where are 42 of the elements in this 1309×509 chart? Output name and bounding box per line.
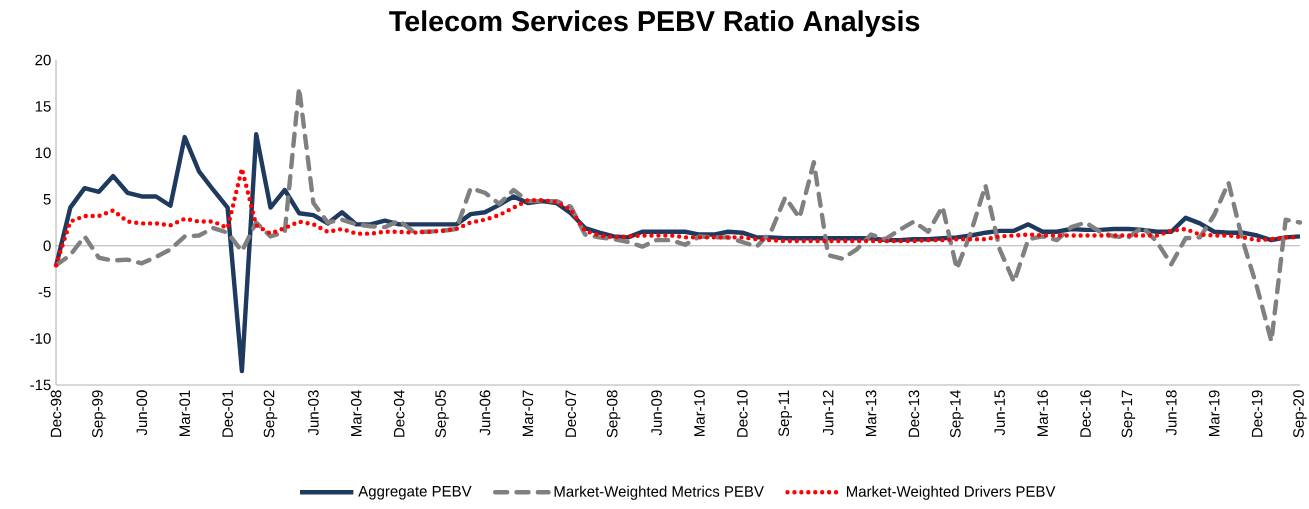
- x-tick-label: Sep-08: [606, 390, 621, 438]
- x-tick-label: Sep-99: [92, 390, 106, 438]
- x-tick-label: Dec-04: [393, 390, 405, 437]
- x-tick-label: Jun-03: [308, 390, 319, 436]
- y-tick-label: -15: [30, 379, 51, 391]
- y-tick-label: 15: [35, 101, 51, 112]
- x-tick-label: Mar-04: [350, 390, 362, 436]
- x-tick-label: Dec-13: [908, 390, 920, 437]
- y-tick-label: 0: [43, 240, 51, 252]
- chart-title: Telecom Services PEBV Ratio Analysis: [389, 10, 920, 38]
- x-tick-label: Sep-05: [435, 390, 449, 438]
- x-tick-label: Mar-10: [694, 390, 705, 436]
- x-tick-label: Dec-01: [222, 390, 233, 437]
- x-tick-label: Mar-13: [865, 390, 877, 436]
- x-tick-label: Dec-07: [565, 390, 577, 437]
- x-tick-label: Dec-98: [50, 390, 62, 437]
- x-tick-label: Jun-09: [651, 390, 662, 436]
- y-tick-label: -5: [38, 286, 51, 298]
- x-tick-label: Mar-16: [1037, 390, 1048, 436]
- x-tick-label: Jun-15: [994, 390, 1005, 436]
- x-tick-label: Jun-06: [479, 390, 491, 436]
- y-tick-label: 10: [35, 147, 51, 159]
- x-tick-label: Sep-02: [263, 390, 278, 438]
- x-tick-label: Jun-00: [136, 390, 148, 436]
- x-tick-label: Mar-19: [1208, 390, 1220, 436]
- x-tick-label: Dec-16: [1080, 390, 1091, 437]
- x-tick-label: Jun-18: [1165, 390, 1177, 436]
- y-tick-label: -10: [30, 333, 51, 344]
- x-tick-label: Sep-11: [778, 390, 793, 437]
- legend-label: Market-Weighted Metrics PEBV: [554, 485, 764, 500]
- x-tick-label: Dec-19: [1251, 390, 1263, 437]
- legend-label: Market-Weighted Drivers PEBV: [846, 485, 1056, 500]
- x-tick-label: Mar-07: [522, 390, 534, 436]
- x-tick-label: Sep-20: [1293, 390, 1307, 438]
- legend-label: Aggregate PEBV: [358, 486, 472, 500]
- x-tick-label: Sep-17: [1121, 390, 1136, 438]
- x-tick-label: Sep-14: [950, 390, 964, 438]
- y-tick-label: 20: [35, 54, 51, 66]
- x-tick-label: Jun-12: [822, 390, 834, 436]
- y-tick-label: 5: [43, 194, 51, 205]
- x-tick-label: Dec-10: [737, 390, 748, 437]
- x-tick-label: Mar-01: [179, 390, 191, 436]
